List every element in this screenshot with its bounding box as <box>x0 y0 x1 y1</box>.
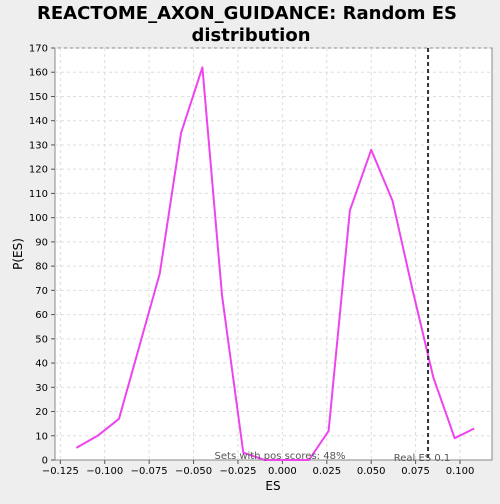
y-axis: 0 10 20 30 40 50 60 70 80 90 100 110 120 130 140 150 160… <box>29 44 55 467</box>
y-tick-label: 100 <box>29 213 48 224</box>
y-tick-label: 90 <box>35 237 48 248</box>
x-tick-label: 0.100 <box>446 466 475 477</box>
y-tick-label: 120 <box>29 165 48 176</box>
y-tick-label: 40 <box>35 359 48 370</box>
series-line <box>75 66 475 461</box>
series-layer <box>75 66 475 461</box>
chart-title-line-2: distribution <box>191 25 310 46</box>
real-es-label: Real ES 0.1 <box>394 453 450 464</box>
chart-title-line-1: REACTOME_AXON_GUIDANCE: Random ES <box>37 3 457 24</box>
y-tick-label: 70 <box>35 286 48 297</box>
x-tick-label: 0.050 <box>357 466 386 477</box>
y-tick-label: 150 <box>29 92 48 103</box>
y-tick-label: 140 <box>29 116 48 127</box>
y-tick-label: 10 <box>35 431 48 442</box>
y-tick-label: 80 <box>35 262 48 273</box>
x-tick-label: 0.000 <box>268 466 297 477</box>
x-axis-label: ES <box>265 479 280 493</box>
positive-scores-annotation: Sets with pos scores: 48% <box>215 451 346 462</box>
y-tick-label: 160 <box>29 68 48 79</box>
x-axis: −0.125 −0.100 −0.075 −0.050 −0.025 0.000 0.025… <box>42 460 475 477</box>
x-tick-label: −0.050 <box>175 466 212 477</box>
x-tick-label: −0.025 <box>219 466 256 477</box>
y-axis-label: P(ES) <box>11 238 25 270</box>
y-tick-label: 0 <box>42 456 48 467</box>
x-tick-label: 0.075 <box>401 466 430 477</box>
x-tick-label: −0.100 <box>86 466 123 477</box>
x-tick-label: −0.075 <box>131 466 168 477</box>
x-tick-label: −0.125 <box>42 466 79 477</box>
plot-area <box>54 47 493 461</box>
y-tick-label: 170 <box>29 44 48 55</box>
x-tick-label: 0.025 <box>312 466 341 477</box>
y-tick-label: 110 <box>29 189 48 200</box>
y-tick-label: 30 <box>35 383 48 394</box>
y-tick-label: 50 <box>35 334 48 345</box>
grid <box>55 47 492 460</box>
y-tick-label: 130 <box>29 140 48 151</box>
y-tick-label: 20 <box>35 407 48 418</box>
y-tick-label: 60 <box>35 310 48 321</box>
